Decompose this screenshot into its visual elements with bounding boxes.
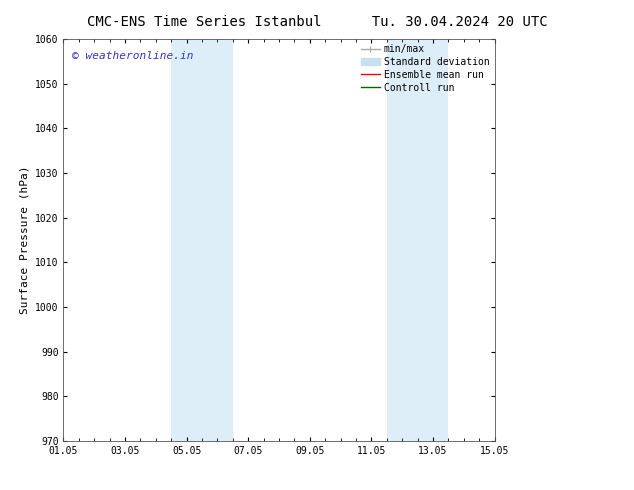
Bar (171, 39, 202, 441)
Text: © weatheronline.in: © weatheronline.in (72, 51, 193, 61)
Bar (202, 39, 233, 441)
Legend: min/max, Standard deviation, Ensemble mean run, Controll run: min/max, Standard deviation, Ensemble me… (361, 44, 489, 93)
Bar (418, 39, 448, 441)
Text: CMC-ENS Time Series Istanbul      Tu. 30.04.2024 20 UTC: CMC-ENS Time Series Istanbul Tu. 30.04.2… (87, 15, 547, 29)
Bar (387, 39, 418, 441)
Y-axis label: Surface Pressure (hPa): Surface Pressure (hPa) (20, 166, 30, 315)
